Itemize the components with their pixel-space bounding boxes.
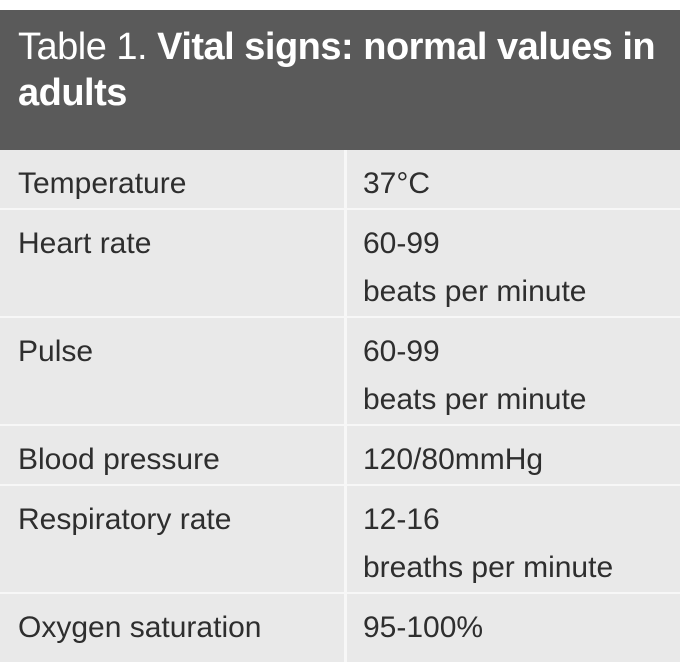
table-body: Temperature 37°C Heart rate 60-99 beats … xyxy=(0,150,680,662)
row-label: Blood pressure xyxy=(18,443,220,476)
row-label: Pulse xyxy=(18,335,94,368)
row-value-line1: 37°C xyxy=(363,167,431,200)
table-row-pulse: Pulse 60-99 beats per minute xyxy=(0,318,680,426)
row-value-line1: 95-100% xyxy=(363,611,484,644)
row-value: 95-100% xyxy=(363,604,483,652)
table-row-temperature: Temperature 37°C xyxy=(0,150,680,210)
table-row-respiratory-rate: Respiratory rate 12-16 breaths per minut… xyxy=(0,486,680,594)
row-value: 12-16 breaths per minute xyxy=(363,496,613,592)
row-value-line2: beats per minute xyxy=(363,275,587,308)
row-value-line1: 12-16 xyxy=(363,503,440,536)
row-label: Temperature xyxy=(18,167,187,200)
row-label: Oxygen saturation xyxy=(18,611,262,644)
row-value: 60-99 beats per minute xyxy=(363,220,586,316)
row-value-line2: beats per minute xyxy=(363,383,587,416)
row-value: 120/80mmHg xyxy=(363,436,543,484)
table-row-heart-rate: Heart rate 60-99 beats per minute xyxy=(0,210,680,318)
table-header: Table 1. Vital signs: normal values in a… xyxy=(0,10,680,150)
row-value-line1: 120/80mmHg xyxy=(363,443,544,476)
table-row-blood-pressure: Blood pressure 120/80mmHg xyxy=(0,426,680,486)
row-label: Heart rate xyxy=(18,227,152,260)
vital-signs-table: Table 1. Vital signs: normal values in a… xyxy=(0,10,680,662)
row-value-line2: breaths per minute xyxy=(363,551,614,584)
row-value: 60-99 beats per minute xyxy=(363,328,586,424)
row-label: Respiratory rate xyxy=(18,503,232,536)
table-row-oxygen-saturation: Oxygen saturation 95-100% xyxy=(0,594,680,662)
row-value-line1: 60-99 xyxy=(363,335,440,368)
row-value: 37°C xyxy=(363,160,430,208)
table-title-main: Vital signs: normal values in adults xyxy=(18,26,656,114)
table-title: Table 1. Vital signs: normal values in a… xyxy=(18,24,658,116)
row-value-line1: 60-99 xyxy=(363,227,440,260)
table-title-prefix: Table 1. xyxy=(18,26,158,68)
